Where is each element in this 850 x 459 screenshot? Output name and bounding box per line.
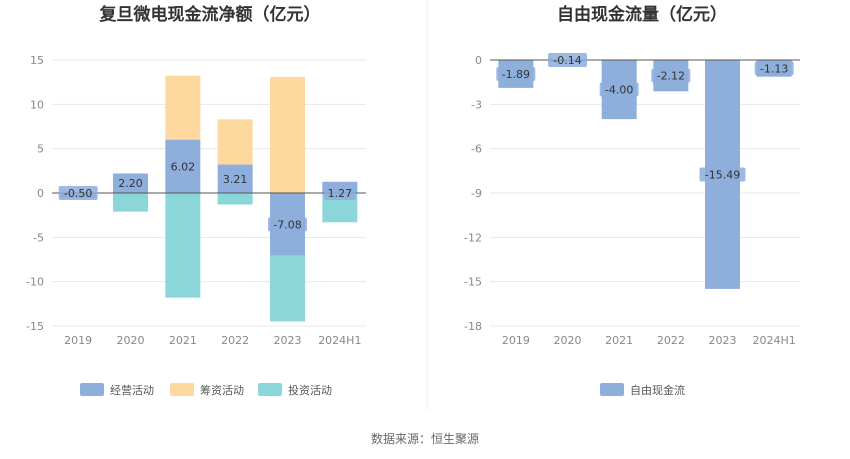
cash-flow-net-chart: 复旦微电现金流净额（亿元） 15 10 5 0 -5 -10 -15 2019 2020 2021…: [26, 4, 366, 397]
x-tick-label: 2024H1: [753, 334, 796, 347]
right-chart-title: 自由现金流量（亿元）: [557, 4, 727, 25]
y-tick-label: -6: [471, 143, 482, 156]
free-cash-flow-chart: 自由现金流量（亿元） 0 -3 -6 -9 -12 -15 -18 2019 2020 2021 2…: [464, 4, 800, 397]
x-tick-label: 2021: [605, 334, 633, 347]
data-label-bg: [268, 217, 307, 232]
data-label: 3.21: [223, 173, 248, 186]
bar-financing: [165, 75, 201, 140]
data-label-bg: [496, 66, 536, 81]
x-tick-label: 2022: [221, 334, 249, 347]
legend-label: 投资活动: [288, 383, 332, 397]
y-tick-label: -10: [26, 276, 44, 289]
x-tick-label: 2019: [502, 334, 530, 347]
data-label: 6.02: [171, 160, 196, 173]
y-tick-label: -18: [464, 320, 482, 333]
legend-label: 自由现金流: [630, 383, 685, 397]
y-tick-label: -12: [464, 231, 482, 244]
x-tick-label: 2021: [169, 334, 197, 347]
data-label-bg: [651, 68, 691, 83]
data-label: -4.00: [605, 84, 633, 97]
data-source-note: 数据来源：恒生聚源: [371, 431, 479, 446]
x-tick-label: 2020: [117, 334, 145, 347]
legend-swatch: [258, 383, 282, 396]
y-tick-label: 0: [475, 54, 482, 67]
x-tick-label: 2020: [554, 334, 582, 347]
data-label-bg: [166, 159, 199, 174]
y-tick-label: -15: [26, 320, 44, 333]
data-label: -0.50: [64, 187, 92, 200]
bar-investing: [113, 193, 148, 212]
x-tick-label: 2022: [657, 334, 685, 347]
legend-label: 筹资活动: [200, 383, 244, 397]
bar-investing: [165, 193, 201, 298]
data-label: -7.08: [273, 218, 301, 231]
y-tick-label: 10: [30, 98, 44, 111]
x-tick-label: 2019: [64, 334, 92, 347]
data-label: 2.20: [118, 177, 143, 190]
bar-investing: [217, 193, 253, 205]
y-tick-label: 15: [30, 54, 44, 67]
data-label-bg: [548, 53, 587, 67]
data-label: -0.14: [553, 54, 581, 67]
data-label: 1.27: [328, 187, 353, 200]
x-tick-label: 2023: [709, 334, 737, 347]
data-label-bg: [114, 176, 147, 191]
y-tick-label: -9: [471, 187, 482, 200]
data-label: -1.89: [502, 68, 530, 81]
data-label-bg: [699, 167, 746, 182]
y-tick-label: -5: [33, 231, 44, 244]
y-tick-label: 5: [37, 143, 44, 156]
data-label: -2.12: [657, 70, 685, 83]
data-label-bg: [58, 186, 98, 200]
data-label: -15.49: [705, 168, 740, 181]
data-label-bg: [323, 186, 356, 200]
y-tick-label: -3: [471, 98, 482, 111]
x-tick-label: 2023: [274, 334, 302, 347]
x-tick-label: 2024H1: [318, 334, 361, 347]
bar-financing: [270, 76, 305, 193]
legend-swatch: [600, 383, 624, 396]
y-tick-label: -15: [464, 276, 482, 289]
y-tick-label: 0: [37, 187, 44, 200]
data-label-bg: [219, 171, 252, 186]
left-chart-title: 复旦微电现金流净额（亿元）: [99, 4, 321, 25]
legend-swatch: [80, 383, 104, 396]
data-label: -1.13: [760, 62, 788, 75]
bar-financing: [217, 119, 253, 165]
legend-swatch: [170, 383, 194, 396]
data-label-bg: [754, 61, 794, 76]
data-label-bg: [599, 82, 639, 97]
legend-label: 经营活动: [110, 383, 154, 397]
bar-investing: [270, 255, 305, 322]
